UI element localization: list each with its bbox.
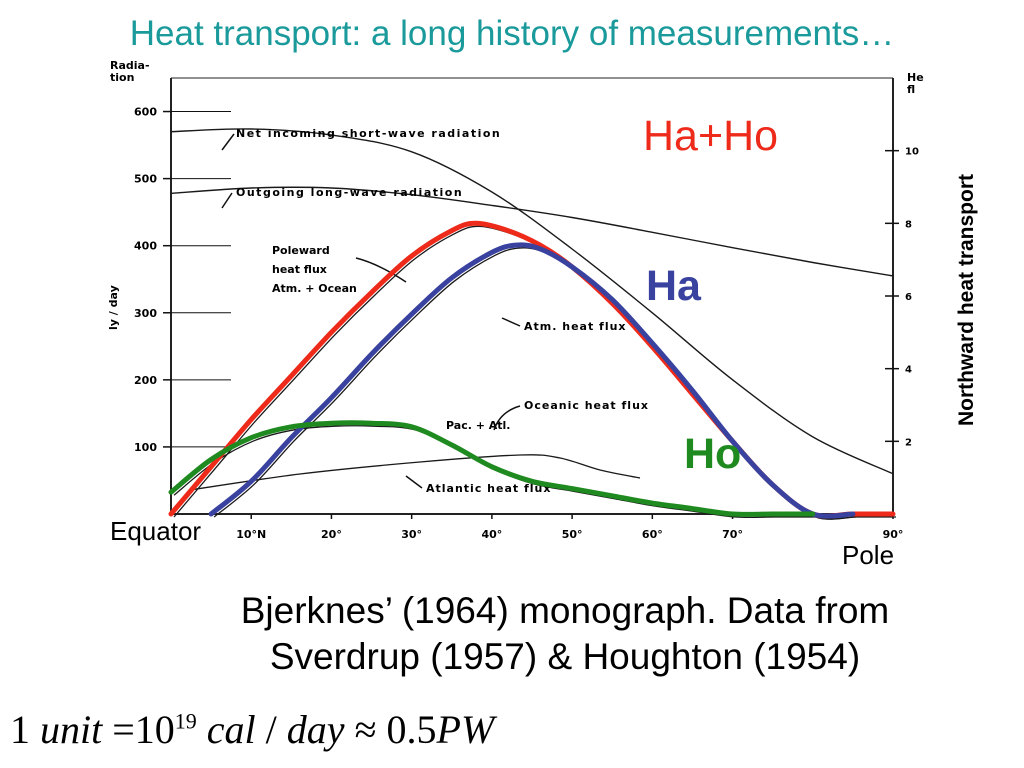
series-label-ocean: Ho — [684, 430, 742, 478]
x-tick-label-30: 30° — [401, 528, 422, 541]
x-tick-label-90: 90° — [883, 528, 904, 541]
annotation-oceanic-flux: Oceanic heat flux — [524, 399, 649, 412]
x-tick-label-20: 20° — [321, 528, 342, 541]
y-right-tick-label-6: 6 — [905, 292, 912, 303]
x-tick-label-50: 50° — [562, 528, 583, 541]
leader-arrow-net — [221, 133, 235, 151]
leader-arrow-outgoing — [221, 192, 233, 209]
formula-cal: cal — [206, 707, 256, 752]
y-tick-label-300: 300 — [134, 307, 157, 320]
unit-formula: 1 unit =1019 cal / day ≈ 0.5PW — [10, 706, 494, 753]
formula-exponent: 19 — [174, 708, 197, 734]
formula-unit: unit — [40, 707, 103, 752]
formula-lead: 1 — [10, 707, 30, 752]
series-label-atm: Ha — [646, 262, 701, 310]
left-axis-top-label: Radia- tion — [110, 59, 150, 84]
annotation-net-incoming: Net incoming short-wave radiation — [236, 127, 501, 140]
caption: Bjerknes’ (1964) monograph. Data from Sv… — [140, 588, 990, 680]
formula-base: 10 — [134, 707, 175, 752]
y-tick-label-200: 200 — [134, 374, 157, 387]
annotation-poleward-3: Atm. + Ocean — [272, 282, 357, 295]
leader-arrow-atm — [501, 317, 521, 327]
atlantic-flux-line — [189, 454, 641, 491]
formula-eq: = — [112, 707, 135, 752]
caption-line-2: Sverdrup (1957) & Houghton (1954) — [269, 636, 861, 677]
series-line-1 — [208, 242, 856, 519]
right-axis-top-label: He fl — [907, 72, 924, 96]
radiation-line-0 — [170, 128, 894, 475]
annotation-atlantic-flux: Atlantic heat flux — [426, 482, 551, 495]
y-right-tick-label-8: 8 — [905, 219, 912, 230]
y-axis-label: ly / day — [107, 285, 120, 330]
annotation-atm-flux: Atm. heat flux — [524, 320, 627, 333]
scan-annotations: Net incoming short-wave radiation Outgoi… — [107, 127, 649, 495]
x-tick-label-60: 60° — [642, 528, 663, 541]
annotation-poleward-2: heat flux — [272, 263, 327, 276]
y-right-tick-label-10: 10 — [905, 147, 919, 158]
equator-label: Equator — [110, 516, 202, 546]
slide-title: Heat transport: a long history of measur… — [129, 14, 895, 53]
formula-approx: ≈ — [354, 707, 377, 752]
leader-arrow-oceanic — [493, 405, 521, 431]
y-tick-label-500: 500 — [134, 173, 157, 186]
radiation-line-1 — [170, 186, 894, 277]
x-tick-label-70: 70° — [722, 528, 743, 541]
leader-arrow-poleward — [355, 257, 407, 283]
pole-label: Pole — [842, 540, 895, 570]
x-tick-label-40: 40° — [481, 528, 502, 541]
y-right-tick-label-2: 2 — [905, 437, 912, 448]
formula-pw: PW — [436, 707, 495, 752]
y-tick-label-100: 100 — [134, 441, 157, 454]
annotation-pac-atl: Pac. + Atl. — [446, 419, 511, 432]
annotation-outgoing: Outgoing long-wave radiation — [236, 186, 463, 199]
x-tick-label-10: 10°N — [236, 528, 266, 541]
right-axis-title: Northward heat transport — [955, 173, 978, 427]
series-line-2 — [168, 420, 816, 517]
series-label-total: Ha+Ho — [643, 112, 779, 160]
formula-slash: / — [265, 707, 277, 752]
leader-arrow-atlantic — [405, 475, 423, 489]
annotation-poleward-1: Poleward — [272, 244, 330, 257]
y-tick-label-400: 400 — [134, 240, 157, 253]
y-right-tick-label-4: 4 — [905, 365, 912, 376]
formula-value: 0.5 — [386, 707, 437, 752]
caption-line-1: Bjerknes’ (1964) monograph. Data from — [240, 590, 890, 631]
y-tick-label-600: 600 — [134, 106, 157, 119]
formula-day: day — [286, 707, 345, 752]
